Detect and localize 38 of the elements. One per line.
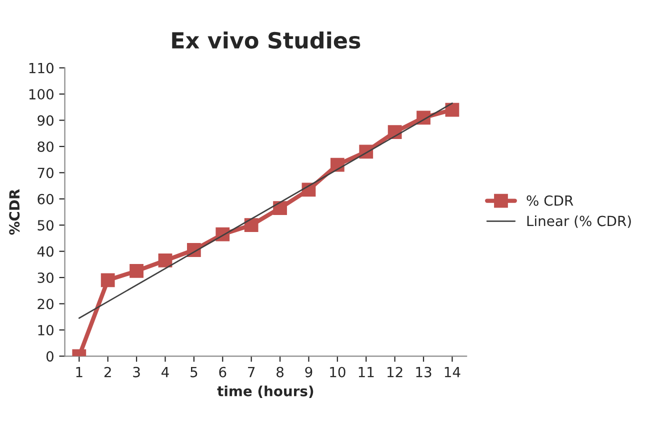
x-tick-label: 12 [388,366,402,378]
x-axis-title: time (hours) [217,386,314,398]
y-tick-label: 50 [38,220,54,231]
x-tick-label: 2 [104,366,111,378]
y-tick-label: 110 [29,62,54,74]
y-tick-label: 60 [38,194,54,204]
y-tick-label: 0 [46,351,54,362]
point [100,273,115,288]
x-tick-label: 8 [276,366,284,378]
point [130,264,144,278]
x-tick-label: 14 [444,367,460,378]
y-tick-label: 100 [29,89,54,100]
point [330,158,344,172]
chart-title: Ex vivo Studies [172,32,360,49]
x-tick-label: 9 [305,366,312,378]
y-tick-label: 10 [38,324,54,336]
y-tick-label: 30 [38,272,54,283]
x-tick-label: 13 [416,366,432,378]
y-tick-label: 40 [37,246,54,257]
point [445,102,460,117]
y-axis-title: %CDR [9,189,20,235]
point [244,218,258,232]
x-tick-label: 10 [330,366,346,378]
y-tick-label: 70 [38,168,54,178]
legend-label: Linear (% CDR) [527,215,631,228]
x-tick-label: 11 [358,367,374,378]
x-tick-label: 4 [162,367,169,378]
y-tick-label: 80 [38,141,54,152]
x-tick-label: 5 [190,367,198,378]
x-tick-label: 7 [248,367,255,378]
x-tick-label: 1 [76,367,82,378]
x-tick-label: 3 [133,366,140,378]
y-tick-label: 90 [38,115,54,126]
y-tick-label: 20 [38,298,54,310]
legend-label: % CDR [526,195,574,206]
x-tick-label: 6 [219,366,226,378]
point [158,254,172,268]
point [273,201,287,216]
